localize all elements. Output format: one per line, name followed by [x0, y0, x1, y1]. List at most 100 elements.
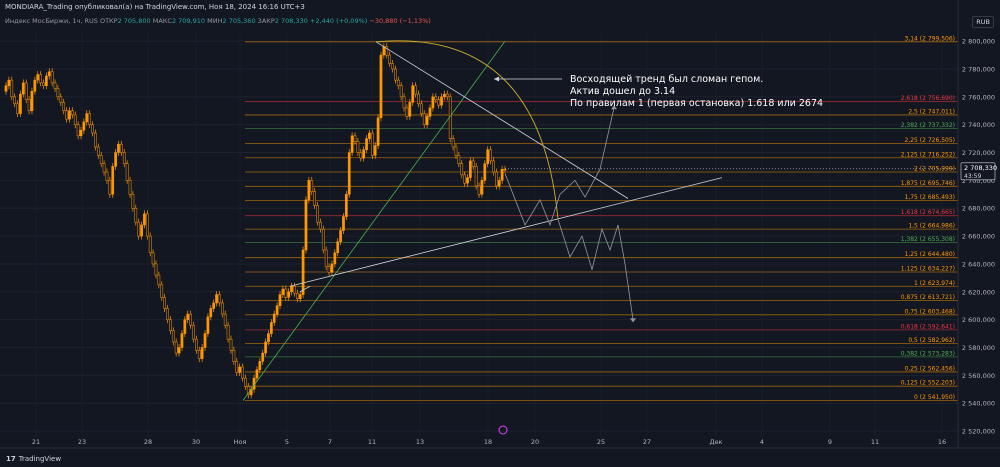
- x-tick-label: 7: [328, 438, 332, 446]
- candle-body: [154, 263, 158, 276]
- x-tick-label: Дек: [709, 438, 722, 446]
- candle-body: [379, 54, 383, 118]
- candle-body: [53, 82, 57, 89]
- candle-body: [350, 135, 354, 153]
- candle-body: [272, 313, 276, 323]
- fib-label: 1,5 (2 664,986): [908, 223, 955, 230]
- candle-body: [405, 107, 409, 117]
- candle-body: [368, 132, 371, 139]
- candle-body: [122, 152, 126, 164]
- candle-body: [163, 297, 166, 309]
- candle-body: [261, 352, 265, 362]
- x-tick-label: 21: [32, 438, 40, 446]
- last-price-countdown: 43:59: [964, 173, 981, 180]
- y-tick-label: 2 640,000: [962, 260, 995, 268]
- y-tick-label: 2 560,000: [962, 372, 995, 380]
- open-label: ОТКР: [99, 17, 118, 25]
- tradingview-brand[interactable]: 17 TradingView: [6, 455, 61, 463]
- candle-body: [186, 313, 190, 320]
- fib-label: 0 (2 541,950): [914, 394, 955, 401]
- y-tick-label: 2 780,000: [962, 65, 995, 73]
- candle-body: [460, 163, 464, 176]
- candle-body: [200, 347, 204, 359]
- candle-body: [62, 102, 66, 112]
- candle-body: [180, 333, 184, 348]
- fib-label: 1,25 (2 644,480): [905, 251, 955, 258]
- candle-body: [497, 180, 501, 187]
- uptrend-line: [242, 40, 506, 401]
- candle-body: [47, 71, 51, 77]
- x-tick-label: 5: [285, 438, 289, 446]
- candle-body: [471, 160, 475, 167]
- candle-body: [295, 292, 299, 300]
- tradingview-logo-icon: 17: [6, 455, 16, 463]
- projection-up: [504, 107, 615, 227]
- resistance-line: [375, 41, 629, 199]
- candle-body: [215, 294, 218, 304]
- candle-body: [42, 82, 45, 86]
- fib-label: 2,5 (2 747,011): [908, 108, 955, 115]
- candle-body: [396, 79, 400, 86]
- candle-body: [125, 163, 129, 181]
- y-tick-label: 2 760,000: [962, 93, 995, 101]
- annotation-arrow-head: [494, 76, 499, 82]
- candle-body: [284, 288, 288, 298]
- candle-body: [16, 103, 19, 114]
- candle-body: [316, 205, 319, 223]
- change-value: +2,440 (+0,09%): [310, 17, 368, 25]
- x-tick-label: 30: [192, 438, 200, 446]
- candle-body: [301, 249, 305, 295]
- candle-body: [10, 79, 14, 98]
- candle-body: [278, 294, 282, 306]
- candle-body: [218, 294, 221, 304]
- y-axis: 2 800,000 2 780,000 2 760,000 2 740,000 2 72…: [957, 0, 995, 448]
- fib-label: 0,875 (2 613,721): [901, 294, 955, 301]
- candle-body: [4, 85, 8, 92]
- change-value-2: −30,880 (−1,13%): [369, 17, 431, 25]
- candle-body: [238, 366, 241, 373]
- high-label: МАКС: [152, 17, 172, 25]
- annotation-line-2: Актив дошел до 3.14: [570, 86, 676, 97]
- candle-body: [489, 149, 492, 162]
- candle-body: [310, 180, 314, 192]
- fib-label: 2,382 (2 737,332): [901, 122, 955, 129]
- candle-body: [391, 63, 394, 70]
- candle-body: [24, 82, 28, 100]
- candle-body: [457, 155, 461, 164]
- candle-body: [117, 143, 120, 153]
- candle-body: [108, 180, 112, 195]
- candle-body: [293, 285, 296, 294]
- fib-label: 0,382 (2 573,283): [901, 350, 955, 357]
- candle-body: [88, 113, 91, 125]
- candle-body: [440, 96, 443, 106]
- candle-body: [197, 350, 201, 359]
- projection-down-arrow: [630, 318, 636, 323]
- candle-body: [304, 199, 308, 251]
- y-tick-label: 2 740,000: [962, 121, 995, 129]
- candle-body: [463, 174, 466, 184]
- candle-body: [223, 313, 227, 326]
- candle-body: [500, 168, 504, 181]
- candle-body: [192, 324, 195, 340]
- candle-body: [19, 93, 22, 114]
- support-line: [289, 177, 723, 287]
- candle-body: [114, 152, 117, 167]
- y-tick-label: 2 800,000: [962, 38, 995, 46]
- candle-body: [157, 274, 161, 286]
- candle-body: [382, 46, 386, 56]
- candle-body: [287, 291, 291, 298]
- candle-body: [362, 149, 366, 159]
- candle-body: [209, 308, 213, 318]
- currency-button[interactable]: RUB: [972, 16, 994, 28]
- candle-body: [91, 124, 94, 134]
- candle-body: [494, 171, 498, 187]
- x-tick-label: Ноя: [234, 438, 247, 446]
- close-value: 2 708,330: [274, 17, 308, 25]
- candle-body: [235, 361, 239, 373]
- candle-body: [466, 177, 469, 184]
- candle-body: [313, 191, 316, 206]
- x-tick-label: 11: [368, 438, 376, 446]
- fib-label: 0,618 (2 592,641): [901, 323, 955, 330]
